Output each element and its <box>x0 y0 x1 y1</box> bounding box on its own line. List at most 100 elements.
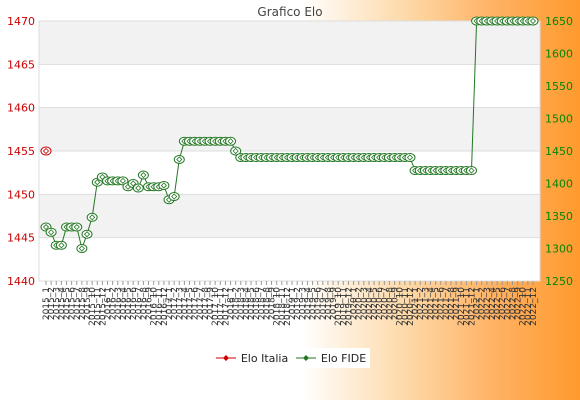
x-axis-tick-label: 2019_3 <box>298 287 308 320</box>
data-point-elo-fide <box>173 154 185 164</box>
data-point-diamond <box>227 138 234 145</box>
data-point-elo-fide <box>55 240 67 250</box>
data-point-marker <box>71 222 83 232</box>
data-point-diamond <box>130 180 137 187</box>
x-axis-tick-label: 2022_2 <box>478 287 488 320</box>
data-point-elo-fide <box>230 146 242 156</box>
x-axis-tick-label: 2017_7 <box>196 287 206 320</box>
data-point-marker <box>55 240 67 250</box>
x-axis-tick-label: 2017_5 <box>186 287 196 320</box>
data-point-diamond <box>529 17 537 25</box>
data-point-diamond <box>119 177 126 184</box>
data-point-elo-fide <box>132 183 144 193</box>
x-axis-tick-label: 2017_10 <box>211 287 221 326</box>
x-axis-tick-label: 2019_2 <box>293 287 303 320</box>
data-point-diamond <box>232 147 239 155</box>
right-axis-tick-label: 1500 <box>545 113 573 126</box>
data-point-elo-fide <box>225 136 237 146</box>
data-point-elo-fide <box>168 192 180 201</box>
x-axis-tick-label: 2022_7 <box>503 287 513 320</box>
series-elo-italia <box>40 146 52 156</box>
left-axis-tick-label: 1460 <box>7 102 35 115</box>
x-axis-tick-label: 2022_9 <box>514 287 524 320</box>
x-axis-tick-label: 2018_1 <box>227 287 237 320</box>
x-axis-tick-label: 2020_12 <box>406 287 416 326</box>
data-point-diamond <box>73 223 80 231</box>
x-axis-tick-label: 2020_11 <box>401 287 411 326</box>
x-axis-tick-label: 2017_11 <box>216 287 226 326</box>
chart-title: Grafico Elo <box>257 5 323 19</box>
plot-band <box>39 194 540 238</box>
right-axis-tick-label: 1600 <box>545 48 573 61</box>
data-point-elo-fide <box>45 227 57 237</box>
data-point-diamond <box>78 245 85 252</box>
x-axis-tick-label: 2021_2 <box>416 287 426 320</box>
x-axis-tick-label: 2016_12 <box>160 287 170 326</box>
left-axis-tick-label: 1440 <box>7 275 35 288</box>
x-axis-tick-label: 2021_8 <box>447 287 457 320</box>
x-axis-tick-label: 2018_6 <box>252 287 262 320</box>
x-axis-tick-label: 2017_4 <box>180 287 190 320</box>
x-axis-tick-label: 2019_11 <box>339 287 349 326</box>
x-axis-tick-label: 2021_1 <box>411 287 421 320</box>
x-axis-tick-label: 2015_8 <box>78 287 88 320</box>
x-axis-tick-label: 2015_4 <box>57 287 67 320</box>
data-point-marker <box>86 212 98 222</box>
x-axis-tick-label: 2017_2 <box>170 287 180 320</box>
series-elo-fide <box>40 16 539 253</box>
data-point-diamond <box>42 147 50 155</box>
data-point-diamond <box>94 179 101 186</box>
data-point-marker <box>173 154 185 164</box>
legend-label-elo-fide: Elo FIDE <box>320 351 367 365</box>
legend-item-elo-fide[interactable]: Elo FIDE <box>295 351 367 365</box>
x-axis-tick-label: 2017_9 <box>206 287 216 320</box>
data-point-marker <box>465 166 477 175</box>
data-point-marker <box>527 16 539 26</box>
x-axis-tick-label: 2020_7 <box>380 287 390 320</box>
data-point-diamond <box>176 156 183 163</box>
data-point-marker <box>45 227 57 237</box>
x-axis-tick-label: 2016_3 <box>114 287 124 320</box>
x-axis-tick-label: 2022_3 <box>483 287 493 320</box>
x-axis-tick-label: 2016_9 <box>145 287 155 320</box>
data-point-diamond <box>42 223 50 231</box>
data-point-marker <box>137 170 149 180</box>
x-axis-tick-label: 2022_11 <box>524 287 534 326</box>
data-point-elo-fide <box>86 212 98 222</box>
data-point-elo-fide <box>404 153 416 162</box>
data-point-diamond <box>140 171 147 179</box>
x-axis-tick-label: 2021_6 <box>437 287 447 320</box>
x-axis-tick-label: 2016_11 <box>155 287 165 326</box>
x-axis-tick-label: 2021_11 <box>462 287 472 326</box>
x-axis-tick-label: 2020_6 <box>375 287 385 320</box>
legend-label-elo-italia: Elo Italia <box>240 351 289 365</box>
x-axis-tick-label: 2015_12 <box>98 287 108 326</box>
x-axis-tick-label: 2017_8 <box>201 287 211 320</box>
data-point-diamond <box>48 229 55 236</box>
x-axis-tick-label: 2019_8 <box>324 287 334 320</box>
data-point-marker <box>230 146 242 156</box>
x-axis-tick-label: 2017_3 <box>175 287 185 320</box>
data-point-diamond <box>89 214 96 221</box>
x-axis-tick-label: 2020_1 <box>350 287 360 320</box>
x-axis-tick-label: 2016_1 <box>104 287 114 320</box>
data-point-diamond <box>468 167 475 174</box>
data-point-elo-fide <box>527 16 539 26</box>
x-axis-tick-label: 2020_9 <box>391 287 401 320</box>
right-axis: 1250 1300 1350 1400 1450 1500 1550 1600 1650 <box>545 15 573 288</box>
plot-band <box>39 237 540 281</box>
x-axis-tick-label: 2021_10 <box>457 287 467 326</box>
x-axis-tick-label: 2017_1 <box>165 287 175 320</box>
data-point-diamond <box>171 193 178 200</box>
right-axis-tick-label: 1650 <box>545 15 573 28</box>
right-axis-tick-label: 1400 <box>545 178 573 191</box>
data-point-elo-fide <box>137 170 149 180</box>
x-axis-tick-label: 2020_2 <box>355 287 365 320</box>
legend: Elo Italia Elo FIDE <box>212 348 370 368</box>
x-axis-tick-label: 2022_4 <box>488 287 498 320</box>
x-axis-tick-label: 2016_10 <box>150 287 160 326</box>
legend-item-elo-italia[interactable]: Elo Italia <box>215 351 289 365</box>
x-axis-tick-label: 2018_10 <box>273 287 283 326</box>
x-axis-tick-label: 2018_12 <box>283 287 293 326</box>
